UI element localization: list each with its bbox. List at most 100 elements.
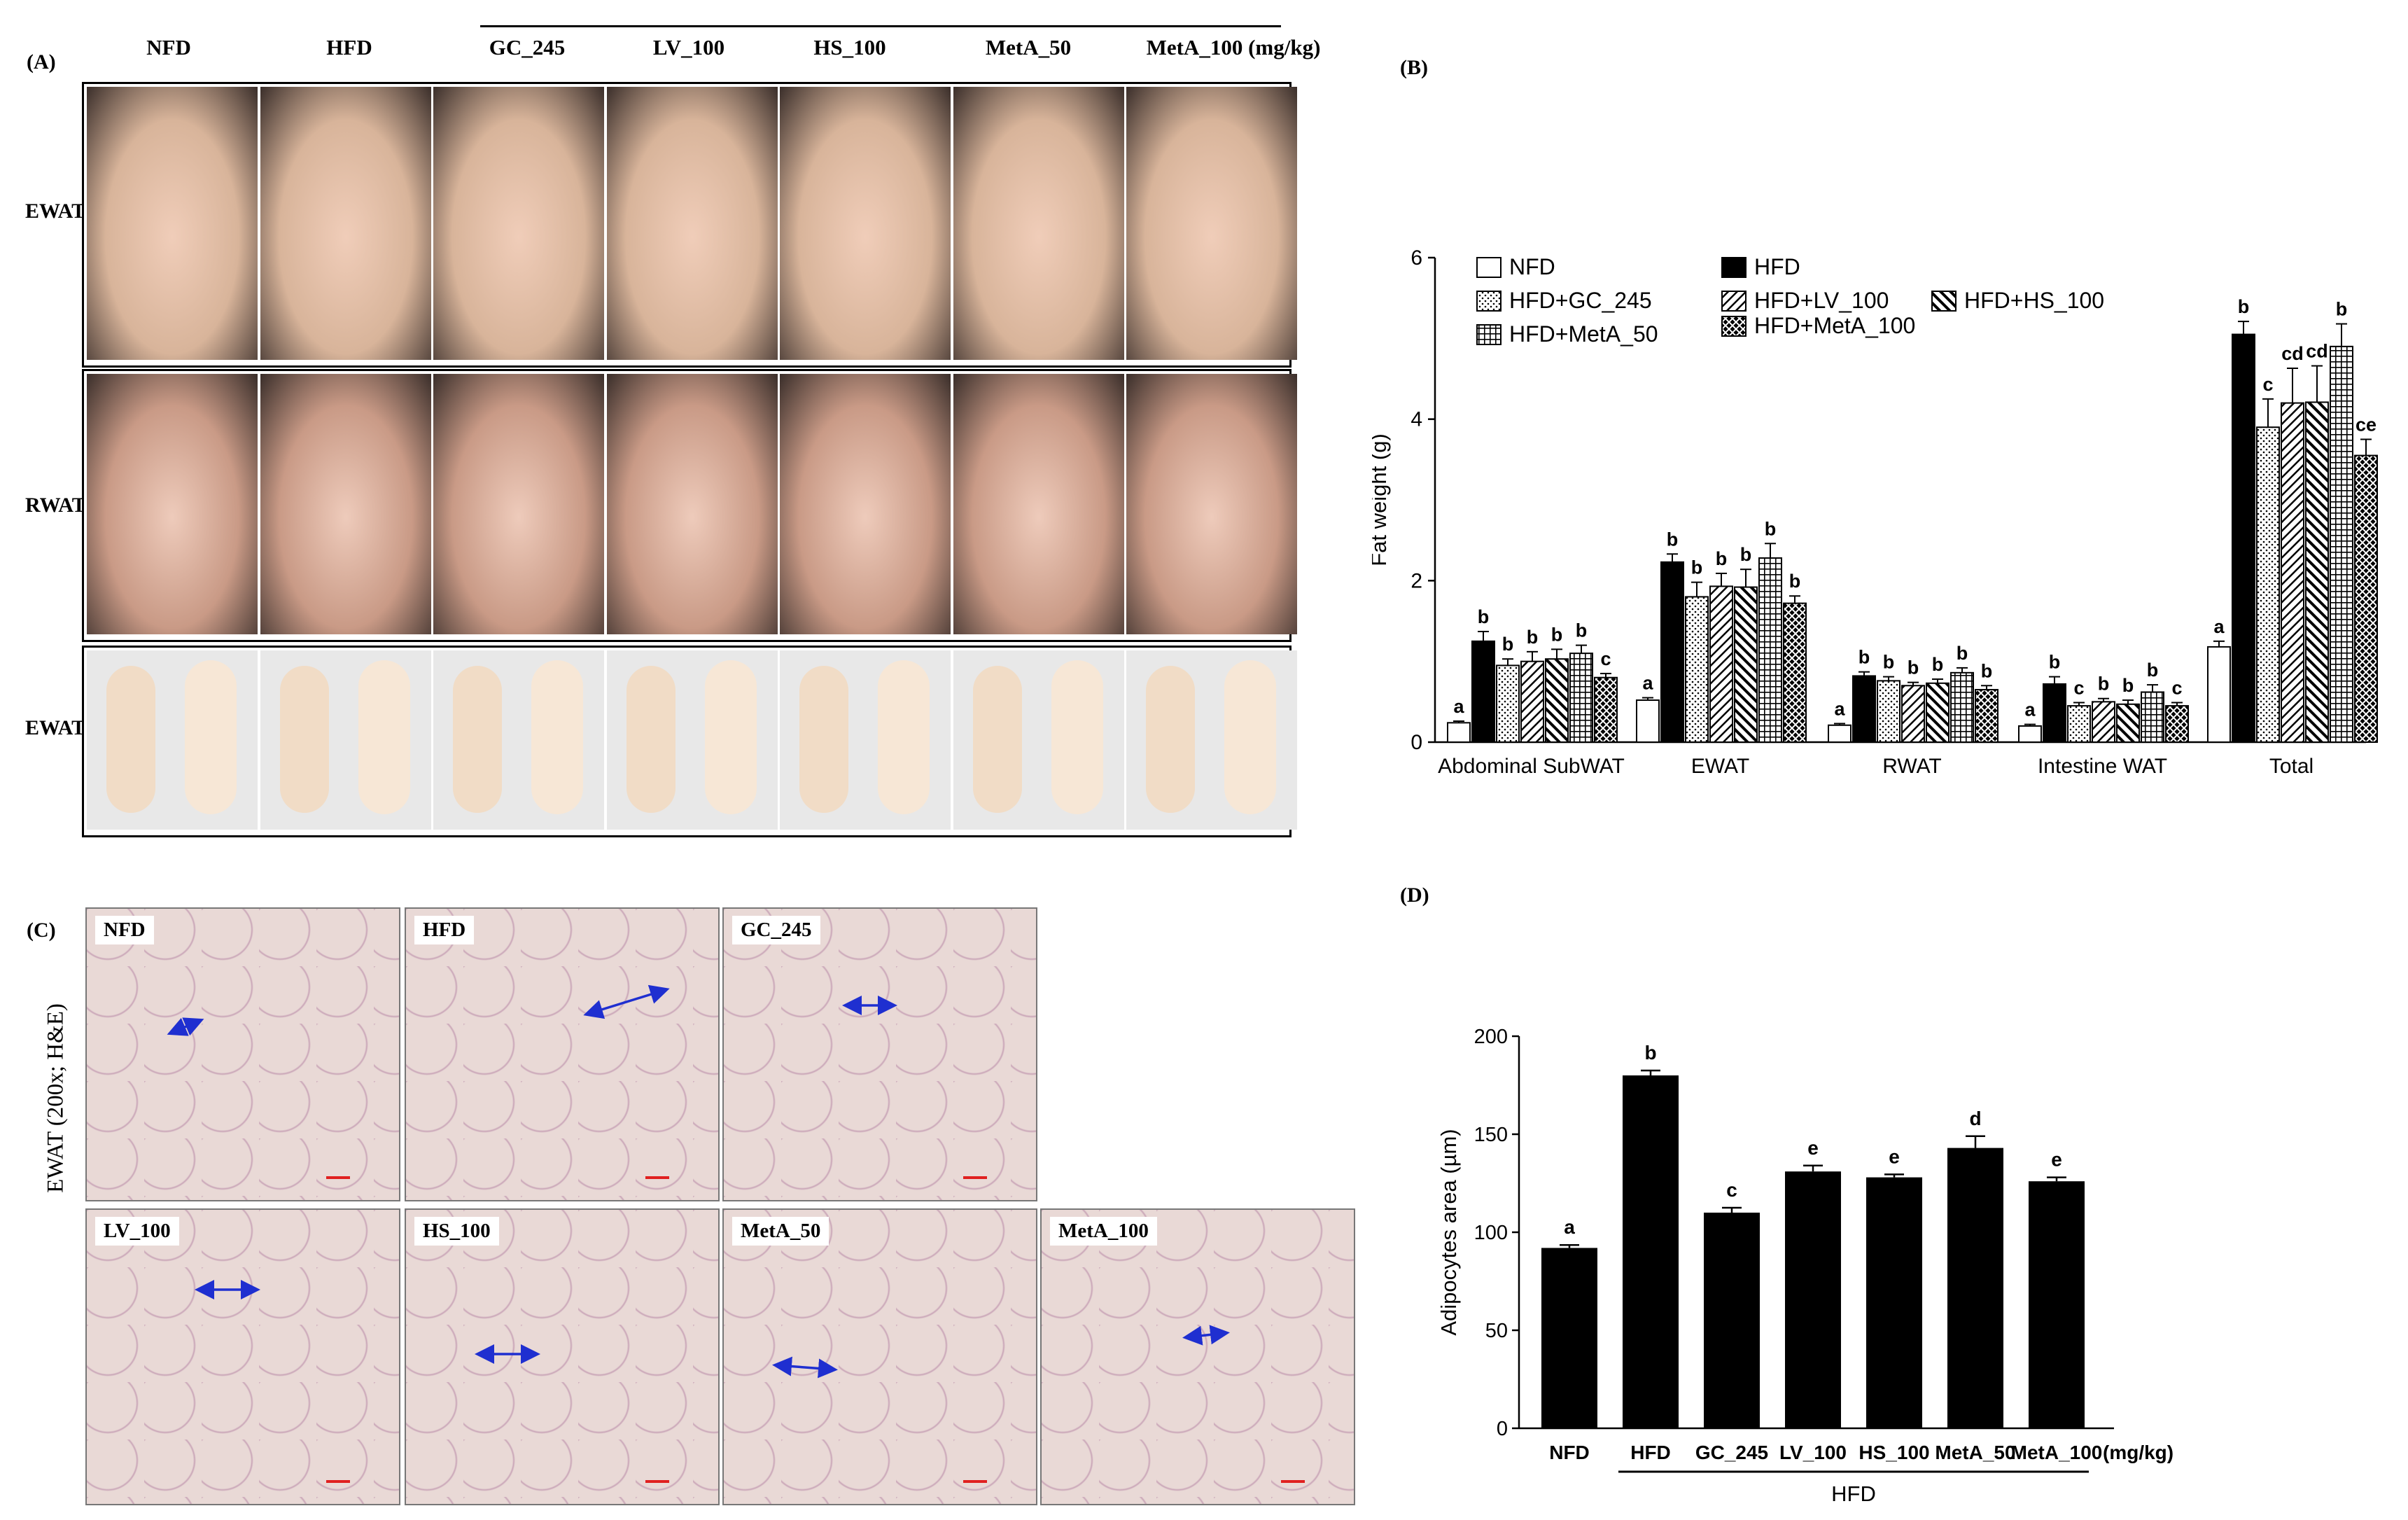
x-category-label: MetA_100 bbox=[2011, 1442, 2103, 1463]
significance-letter: e bbox=[1807, 1137, 1819, 1159]
tissue-photo bbox=[433, 650, 604, 830]
panel-letter-a: (A) bbox=[27, 50, 56, 74]
tissue-photo bbox=[1126, 650, 1297, 830]
bar bbox=[1828, 724, 1851, 744]
y-tick-label: 50 bbox=[1485, 1320, 1508, 1342]
significance-letter: b bbox=[1907, 657, 1919, 678]
bar bbox=[1447, 722, 1471, 744]
tissue-photo bbox=[1126, 87, 1297, 360]
bar bbox=[1594, 676, 1618, 744]
fat-pad-right bbox=[1224, 660, 1276, 814]
bar bbox=[2305, 401, 2329, 743]
x-category-label: HFD bbox=[1630, 1442, 1671, 1463]
legend-swatch bbox=[1476, 257, 1502, 278]
bar bbox=[1926, 682, 1949, 743]
bar bbox=[1785, 1171, 1841, 1428]
significance-letter: a bbox=[1564, 1216, 1575, 1238]
bar bbox=[2256, 426, 2280, 743]
legend-label: HFD+HS_100 bbox=[1964, 288, 2104, 313]
bar bbox=[2207, 646, 2231, 744]
significance-letter: d bbox=[1969, 1108, 1981, 1129]
significance-letter: e bbox=[1889, 1145, 1900, 1167]
bar bbox=[2029, 1181, 2085, 1428]
x-category-label: GC_245 bbox=[1695, 1442, 1768, 1463]
legend-swatch bbox=[1721, 257, 1746, 278]
legend-swatch bbox=[1931, 291, 1956, 312]
significance-letter: b bbox=[2336, 299, 2348, 320]
significance-letter: b bbox=[1883, 652, 1895, 673]
group-header-meta100: MetA_100 (mg/kg) bbox=[1146, 35, 1321, 60]
significance-letter: b bbox=[1644, 1042, 1656, 1064]
x-category-label: NFD bbox=[1549, 1442, 1590, 1463]
y-tick-label: 6 bbox=[1410, 246, 1422, 270]
group-header-meta50: MetA_50 bbox=[985, 35, 1072, 60]
tissue-photo bbox=[953, 374, 1124, 634]
significance-letter: b bbox=[1667, 529, 1679, 550]
histology-label: MetA_100 bbox=[1050, 1217, 1157, 1246]
bar bbox=[1950, 671, 1974, 744]
fat-pad-left bbox=[453, 666, 502, 813]
legend-label: HFD+MetA_50 bbox=[1509, 321, 1658, 347]
tissue-photo bbox=[433, 87, 604, 360]
bar bbox=[1471, 640, 1495, 743]
tissue-photo bbox=[780, 87, 951, 360]
significance-letter: a bbox=[1453, 696, 1464, 717]
group-header-nfd: NFD bbox=[146, 35, 191, 60]
fat-weight-legend: NFD HFD HFD+GC_245 HFD+LV_100 HFD+HS_100 HFD+… bbox=[1476, 254, 2104, 347]
tissue-photo bbox=[953, 650, 1124, 830]
bar bbox=[1496, 664, 1520, 744]
significance-letter: a bbox=[1834, 698, 1845, 719]
histology-image: HFD bbox=[405, 907, 720, 1201]
bar bbox=[1623, 1075, 1679, 1428]
fat-pad-left bbox=[279, 666, 329, 813]
bar bbox=[1783, 602, 1807, 743]
bar bbox=[2067, 705, 2091, 743]
tissue-photo bbox=[780, 650, 951, 830]
tissue-photo bbox=[260, 87, 431, 360]
significance-letter: cd bbox=[2306, 341, 2328, 362]
fat-weight-axes: 0 2 4 6 Fat weight (g) Abdominal SubWAT EWAT RW… bbox=[1372, 246, 2366, 778]
bar bbox=[1569, 653, 1593, 744]
y-tick-label: 200 bbox=[1474, 1026, 1508, 1048]
bar bbox=[1704, 1213, 1760, 1428]
fat-pad-right bbox=[878, 660, 930, 814]
significance-letter: b bbox=[2147, 660, 2159, 681]
fat-pad-right bbox=[531, 660, 583, 814]
significance-letter: b bbox=[2238, 296, 2250, 317]
adipocyte-area-bars: a b c e e d e bbox=[1541, 1042, 2085, 1428]
tissue-photo bbox=[260, 650, 431, 830]
tissue-photo bbox=[87, 87, 258, 360]
bar bbox=[2354, 454, 2378, 743]
group-header-gc245: GC_245 bbox=[489, 35, 566, 60]
bar bbox=[1541, 1248, 1597, 1428]
bar bbox=[1852, 675, 1876, 744]
bar bbox=[2330, 345, 2353, 744]
photo-row-label-ewat: EWAT bbox=[25, 200, 86, 223]
adipocyte-area-chart: 0 50 100 150 200 Adipocytes area (µm) NFD HFD GC… bbox=[1436, 1026, 2174, 1506]
bar bbox=[1636, 699, 1660, 744]
significance-letter: b bbox=[2049, 652, 2061, 673]
significance-letter: ce bbox=[2356, 414, 2376, 435]
legend-label: HFD+GC_245 bbox=[1509, 288, 1652, 313]
significance-letter: b bbox=[1789, 571, 1801, 592]
histology-label: LV_100 bbox=[95, 1217, 179, 1246]
significance-letter: c bbox=[2073, 677, 2084, 698]
legend-swatch bbox=[1721, 316, 1746, 337]
histology-image: MetA_100 bbox=[1040, 1208, 1355, 1505]
bar bbox=[2092, 701, 2115, 743]
tissue-photo bbox=[606, 650, 778, 830]
group-header-hs100: HS_100 bbox=[813, 35, 886, 60]
significance-letter: b bbox=[1765, 518, 1777, 539]
histology-image: GC_245 bbox=[722, 907, 1037, 1201]
significance-letter: b bbox=[1502, 634, 1514, 655]
histology-label: MetA_50 bbox=[732, 1217, 830, 1246]
scale-bar bbox=[963, 1480, 987, 1483]
significance-letter: b bbox=[1932, 654, 1944, 675]
fat-pad-left bbox=[799, 666, 848, 813]
histology-image: LV_100 bbox=[85, 1208, 400, 1505]
tissue-photo bbox=[1126, 374, 1297, 634]
significance-letter: b bbox=[1858, 647, 1870, 668]
group-header-hfd: HFD bbox=[326, 35, 372, 60]
bar bbox=[1947, 1148, 2003, 1428]
x-unit-suffix: (mg/kg) bbox=[2103, 1442, 2174, 1463]
